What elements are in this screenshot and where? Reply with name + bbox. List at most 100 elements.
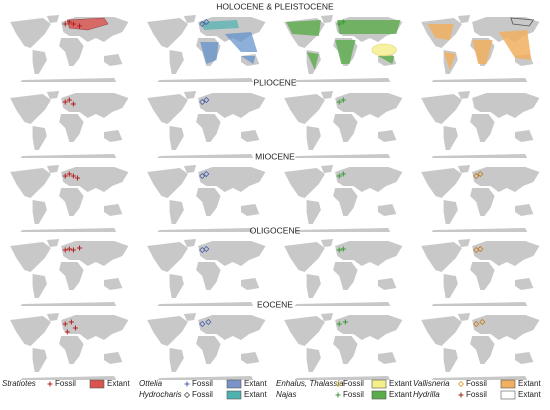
fossil-cross — [62, 21, 68, 27]
taxon-name: Najas — [276, 390, 296, 399]
fossil-cross — [340, 97, 346, 103]
fossil-cross — [62, 99, 68, 105]
world-map — [10, 165, 129, 232]
fossil-label: Fossil — [192, 390, 213, 399]
fossil-cross — [336, 21, 342, 27]
fossil-diamond — [203, 18, 210, 26]
fossil-cross — [47, 381, 53, 387]
map-grid — [10, 15, 540, 380]
fossil-diamond — [203, 170, 210, 178]
fossil-diamond — [183, 391, 191, 399]
fossil-cross — [340, 246, 346, 252]
continents — [147, 91, 266, 158]
world-map — [147, 165, 266, 232]
continents — [284, 313, 403, 380]
fossil-cross — [66, 19, 72, 25]
period-title: PLIOCENE — [254, 77, 297, 87]
fossil-label: Fossil — [192, 379, 213, 388]
fossil-diamond — [199, 98, 206, 106]
fossil-cross — [70, 247, 76, 253]
extant-label: Extant — [389, 379, 412, 388]
fossil-cross — [335, 392, 341, 398]
world-map — [10, 91, 129, 158]
fossil-diamond — [334, 380, 342, 388]
taxon-name: Ottelia — [139, 379, 163, 388]
extant-swatch — [371, 390, 387, 400]
extant-range — [427, 24, 532, 70]
world-map — [284, 165, 403, 232]
fossil-cross — [76, 23, 83, 29]
fossil-diamond — [199, 172, 206, 180]
extant-label: Extant — [518, 390, 541, 399]
extant-swatch — [226, 379, 242, 389]
world-map — [421, 15, 540, 82]
period-title: OLIGOCENE — [250, 225, 301, 235]
taxon-name: Hydrilla — [413, 390, 440, 399]
continents — [421, 91, 540, 158]
fossil-cross — [64, 329, 70, 335]
fossil-cross — [68, 319, 74, 325]
world-map — [147, 91, 266, 158]
fossil-label: Fossil — [466, 379, 487, 388]
fossil-cross — [70, 173, 76, 179]
taxon-name: Stratiotes — [2, 379, 36, 388]
fossil-cross — [70, 21, 76, 27]
extant-range — [200, 32, 258, 64]
world-map — [421, 165, 540, 232]
extant-label: Extant — [107, 379, 130, 388]
world-map — [10, 313, 129, 380]
fossil-cross — [66, 97, 72, 103]
fossil-diamond — [203, 96, 210, 104]
fossil-cross — [62, 173, 68, 179]
extant-swatch — [500, 390, 516, 400]
extant-swatch — [371, 379, 387, 389]
taxon-name: Vallisneria — [413, 379, 450, 388]
extant-label: Extant — [518, 379, 541, 388]
period-titles: HOLOCENE & PLEISTOCENE PLIOCENE MIOCENE OLI… — [216, 1, 334, 309]
continents — [147, 239, 266, 306]
world-map — [284, 313, 403, 380]
extant-swatch — [500, 379, 516, 389]
extant-range — [200, 20, 239, 30]
taxon-name: Hydrocharis — [139, 390, 182, 399]
fossil-cross — [340, 19, 346, 25]
world-map — [284, 239, 403, 306]
fossil-diamond — [477, 245, 484, 253]
extant-range — [286, 20, 401, 70]
fossil-diamond — [457, 380, 465, 388]
fossil-diamond — [473, 172, 480, 180]
continents — [421, 165, 540, 232]
fossil-cross — [336, 247, 342, 253]
world-map — [421, 239, 540, 306]
continents — [147, 165, 266, 232]
fossil-cross — [62, 247, 68, 253]
fossil-diamond — [477, 170, 484, 178]
world-map — [284, 15, 403, 82]
fossil-label: Fossil — [466, 390, 487, 399]
extant-swatch — [89, 379, 105, 389]
fossil-diamond — [479, 318, 486, 326]
period-title: MIOCENE — [255, 151, 295, 161]
extant-range — [510, 17, 535, 27]
extant-swatch — [226, 390, 242, 400]
extant-label: Extant — [244, 390, 267, 399]
world-map — [10, 239, 129, 306]
world-map — [147, 239, 266, 306]
fossil-diamond — [199, 20, 206, 28]
fossil-diamond — [203, 245, 210, 253]
fossil-diamond — [205, 318, 212, 326]
world-map — [284, 91, 403, 158]
fossil-label: Fossil — [343, 390, 364, 399]
fossil-diamond — [199, 320, 206, 328]
extant-range — [66, 17, 109, 31]
world-map — [421, 313, 540, 380]
continents — [10, 313, 129, 380]
continents — [421, 239, 540, 306]
fossil-cross — [342, 319, 348, 325]
fossil-label: Fossil — [343, 379, 364, 388]
world-map — [421, 91, 540, 158]
fossil-label: Fossil — [55, 379, 76, 388]
fossil-diamond — [473, 320, 480, 328]
extant-range — [371, 43, 397, 57]
